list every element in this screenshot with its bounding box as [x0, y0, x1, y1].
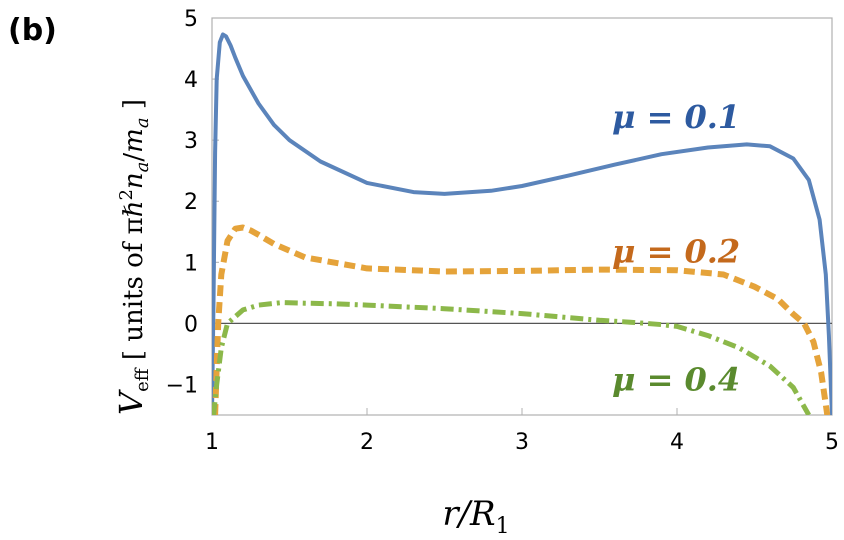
series-label-3: μ = 0.4: [612, 361, 740, 399]
x-tick-label: 1: [205, 430, 219, 455]
plot-frame: [211, 17, 833, 416]
y-tick-label: 0: [184, 312, 198, 337]
y-tick-label: 5: [184, 7, 198, 32]
y-tick-label: 4: [184, 68, 198, 93]
series-label-1: μ = 0.1: [612, 98, 740, 136]
x-tick-label: 3: [515, 430, 529, 455]
series-labels: μ = 0.1 μ = 0.2 μ = 0.4: [612, 98, 740, 399]
y-tick-label: 1: [184, 251, 198, 276]
x-tick-label: 2: [360, 430, 374, 455]
series-label-2: μ = 0.2: [612, 232, 740, 270]
y-axis-label-text: Veff [ units of πℏ2na/ma ]: [112, 99, 153, 415]
x-tick-label: 5: [825, 430, 839, 455]
series-line-2: [212, 224, 831, 415]
series-line-3: [212, 300, 811, 415]
x-tick-label: 4: [670, 430, 684, 455]
y-tick-label: 3: [184, 129, 198, 154]
y-tick-label: −1: [166, 373, 198, 398]
y-tick-label: 2: [184, 190, 198, 215]
panel-label: (b): [8, 13, 57, 48]
series-line-1: [212, 32, 832, 415]
series-group: [212, 32, 832, 415]
y-axis-label: Veff [ units of πℏ2na/ma ]: [112, 99, 153, 415]
x-axis-label: r/R1: [442, 494, 509, 539]
